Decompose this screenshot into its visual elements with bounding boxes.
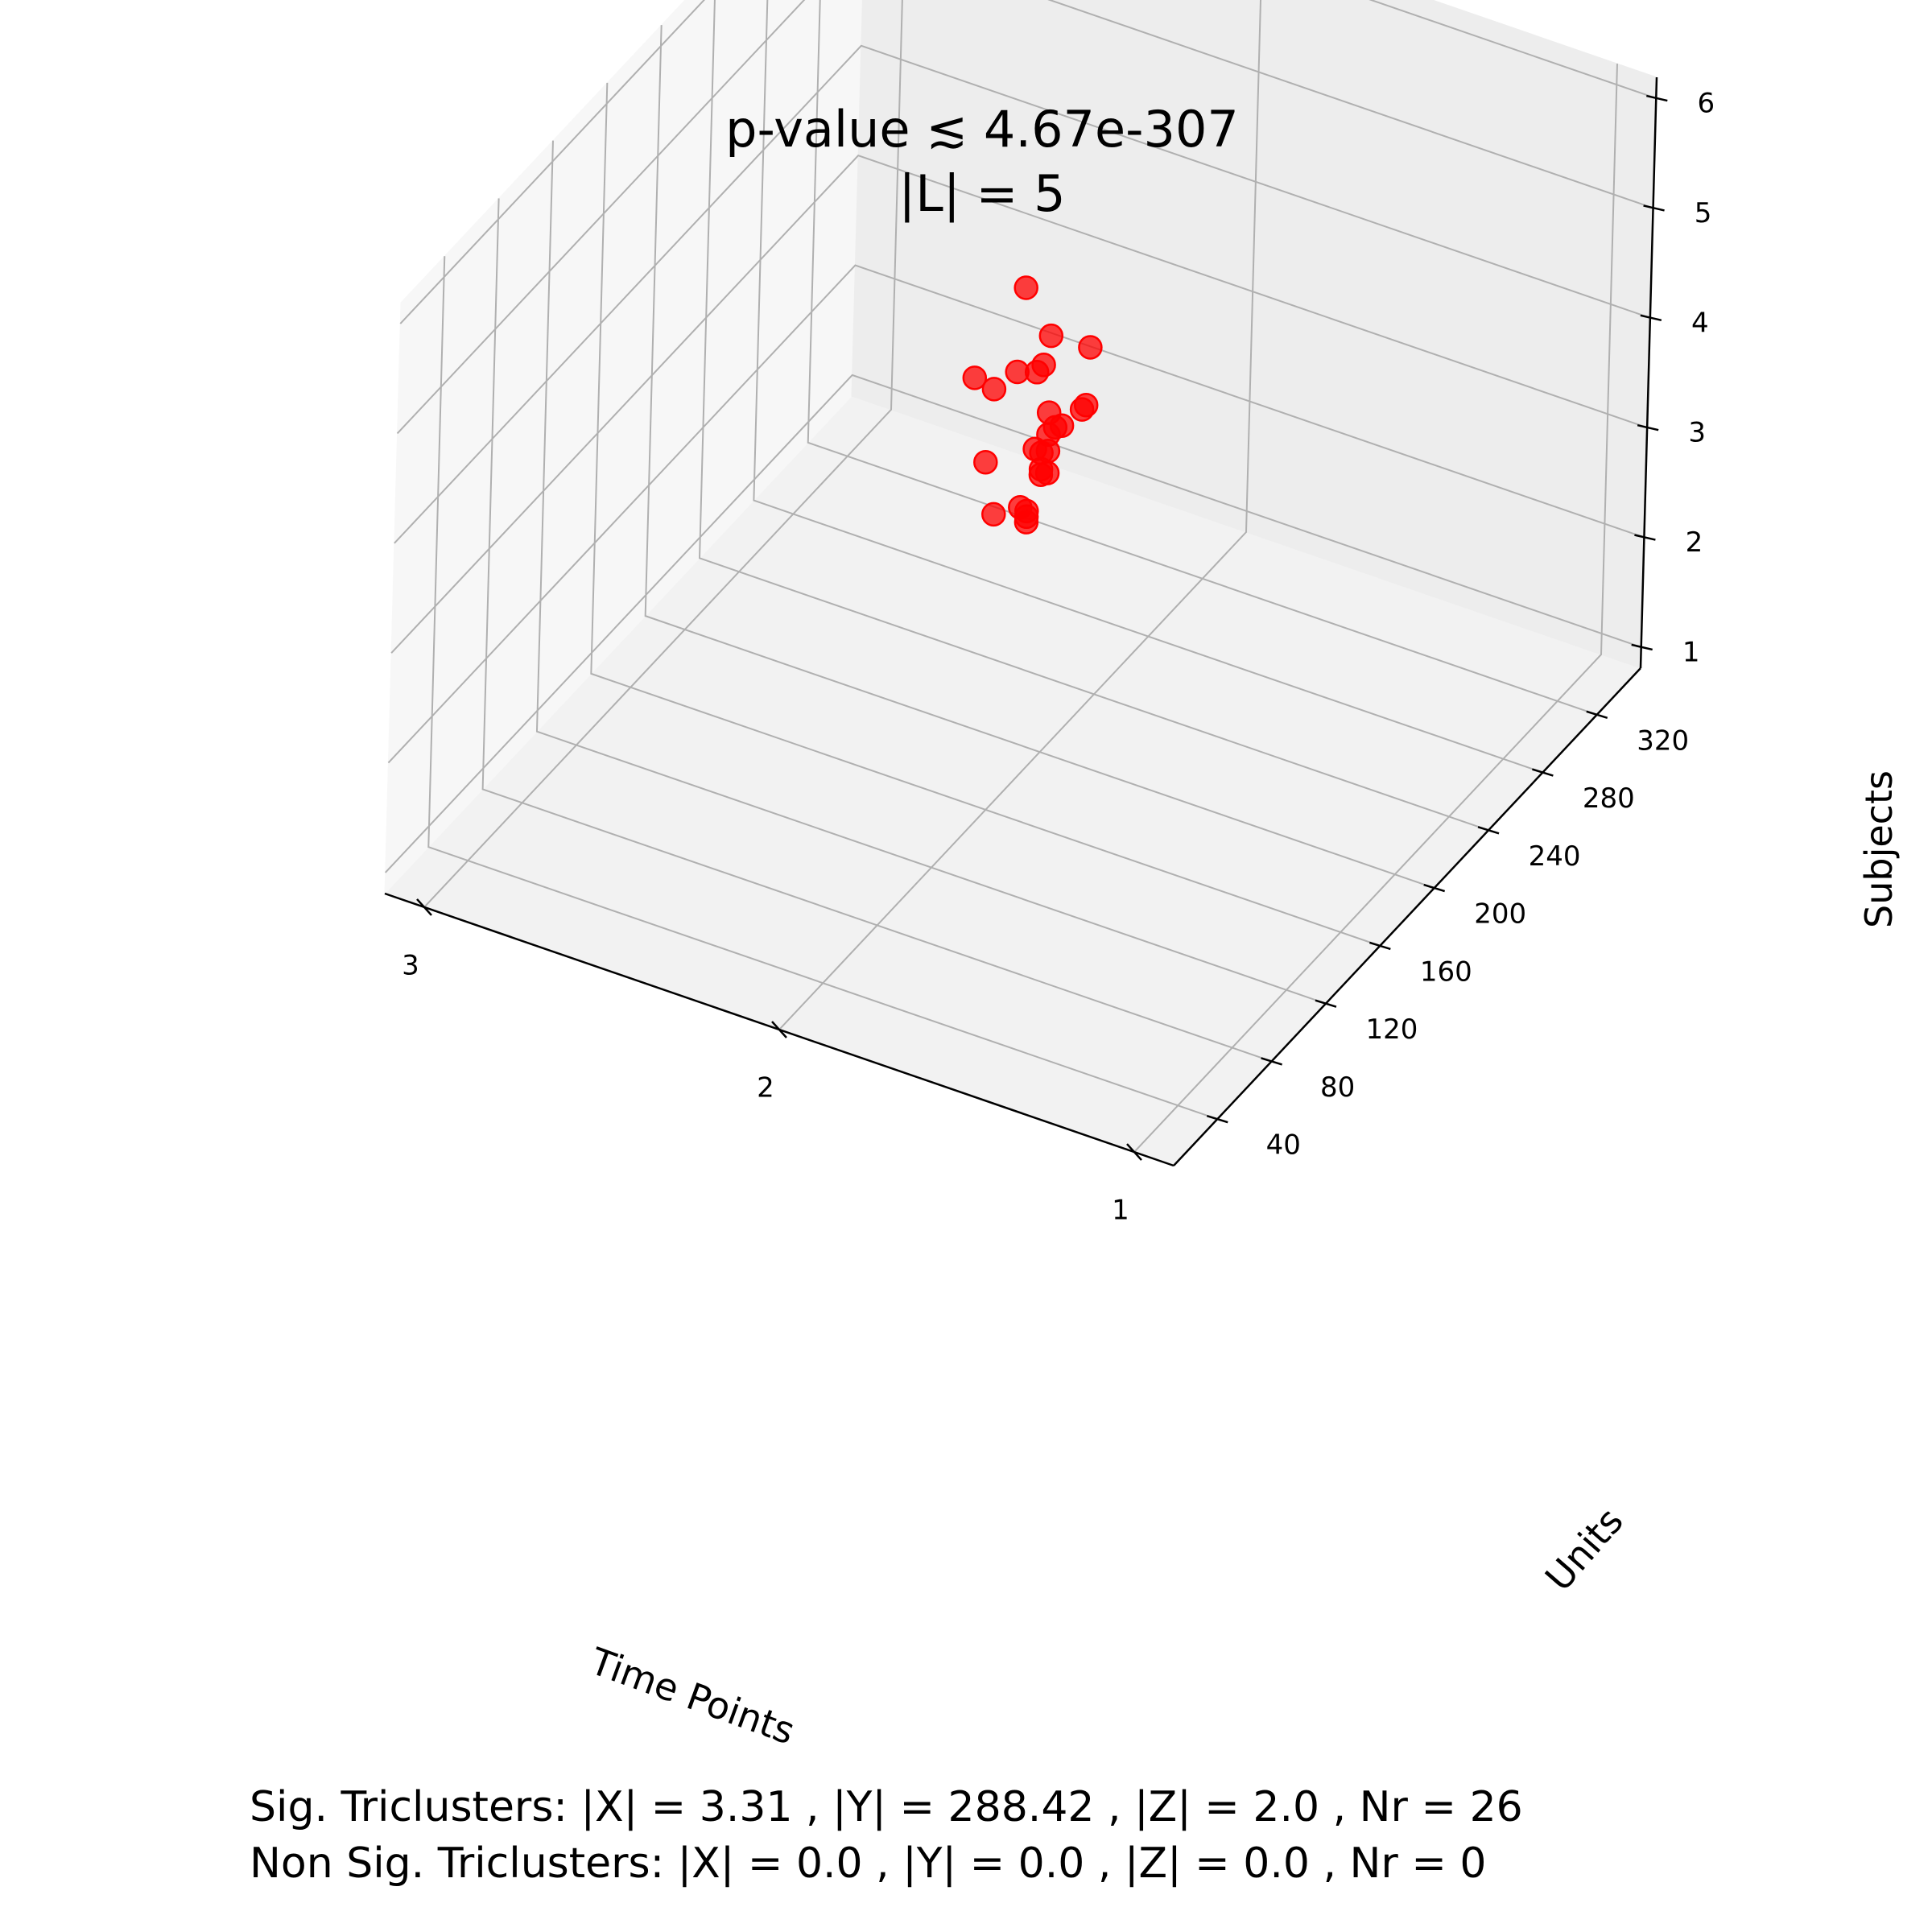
y-tick: [1423, 883, 1446, 893]
z-tick-label: 6: [1697, 88, 1715, 120]
data-point: [962, 365, 988, 390]
z-tick: [1646, 94, 1668, 102]
y-tick: [1315, 999, 1337, 1008]
z-tick-label: 5: [1695, 197, 1712, 229]
x-grid-line: [423, 0, 903, 908]
x-tick-label: 3: [402, 949, 419, 981]
y-tick: [1477, 826, 1500, 835]
z-tick: [1634, 534, 1656, 541]
x-tick: [1126, 1143, 1142, 1161]
data-point: [1034, 460, 1060, 485]
y-axis-line: [1173, 667, 1641, 1166]
y-grid-line: [753, 0, 1543, 774]
z-tick-label: 3: [1688, 417, 1706, 449]
non-sig-triclusters-summary: Non Sig. Triclusters: |X| = 0.0 , |Y| = …: [250, 1839, 1487, 1888]
x-tick-label: 1: [1112, 1195, 1129, 1227]
data-point: [1013, 275, 1038, 300]
y-tick-label: 240: [1529, 840, 1581, 873]
z-axis-label: Subjects: [1857, 770, 1901, 928]
data-point: [1078, 335, 1103, 360]
x-tick-label: 2: [757, 1072, 774, 1104]
data-point: [981, 502, 1006, 527]
y-tick-label: 160: [1420, 956, 1472, 988]
y-grid-line: [590, 82, 1381, 947]
y-grid-line: [699, 0, 1489, 832]
data-point: [1049, 413, 1075, 438]
y-tick: [1206, 1114, 1228, 1124]
z-tick-label: 1: [1682, 636, 1700, 668]
data-points: [962, 275, 1103, 535]
z-grid-line: [387, 264, 1645, 764]
y-tick: [1368, 941, 1391, 951]
y-grid-line: [807, 0, 1598, 716]
data-point: [981, 377, 1007, 402]
y-tick-label: 280: [1583, 782, 1635, 815]
data-point: [1013, 510, 1039, 535]
x-tick: [771, 1021, 787, 1038]
z-grid-line: [394, 44, 1651, 544]
z-axis-line: [1639, 76, 1658, 669]
z-grid-line: [384, 374, 1642, 873]
z-tick: [1640, 314, 1662, 322]
z-tick: [1631, 643, 1653, 651]
x-tick: [416, 898, 432, 916]
y-tick-label: 80: [1320, 1071, 1355, 1104]
chart-title-line-1: p-value ≲ 4.67e-307: [725, 100, 1239, 159]
y-tick: [1261, 1057, 1282, 1066]
sig-triclusters-summary: Sig. Triclusters: |X| = 3.31 , |Y| = 288…: [250, 1783, 1523, 1831]
data-point: [973, 449, 998, 475]
chart-title-line-2: |L| = 5: [898, 164, 1065, 224]
left-pane: [384, 0, 863, 895]
y-tick-label: 200: [1474, 898, 1526, 931]
data-point: [1038, 323, 1064, 349]
y-grid-line: [644, 25, 1435, 890]
y-grid-line: [481, 198, 1272, 1063]
z-tick-label: 2: [1686, 526, 1703, 559]
y-tick: [1532, 768, 1554, 777]
x-grid-line: [778, 0, 1262, 1030]
data-point: [1073, 392, 1099, 418]
grid-lines: [384, 0, 1657, 1153]
x-grid-line: [1133, 64, 1618, 1153]
y-axis-label: Units: [1537, 1499, 1632, 1599]
data-point: [1031, 353, 1056, 378]
z-tick-label: 4: [1691, 307, 1709, 339]
y-grid-line: [535, 140, 1327, 1005]
z-tick: [1637, 423, 1659, 431]
y-grid-line: [427, 256, 1218, 1121]
y-tick-label: 120: [1366, 1013, 1418, 1046]
y-tick-label: 40: [1266, 1129, 1301, 1162]
z-grid-line: [399, 0, 1657, 324]
z-grid-line: [390, 155, 1648, 654]
z-tick: [1643, 204, 1665, 212]
y-tick: [1586, 710, 1608, 720]
data-point: [1035, 439, 1061, 464]
y-tick-label: 320: [1637, 724, 1689, 757]
z-grid-line: [396, 0, 1653, 435]
x-axis-label: Time Points: [584, 1639, 801, 1753]
